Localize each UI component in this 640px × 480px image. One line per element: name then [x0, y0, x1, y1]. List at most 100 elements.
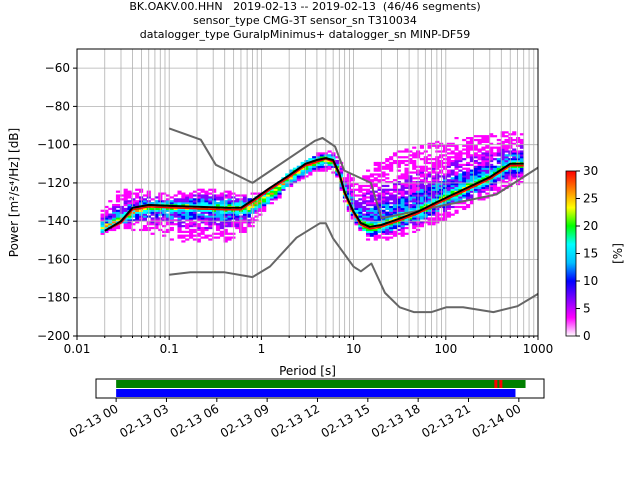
heatmap-cell: [392, 188, 398, 191]
timeline-tick-label: 02-13 12: [268, 401, 322, 440]
heatmap-cell: [196, 238, 201, 241]
heatmap-cell: [446, 158, 451, 161]
heatmap-cell: [408, 219, 413, 222]
heatmap-cell: [192, 215, 198, 218]
heatmap-cell: [135, 213, 140, 216]
heatmap-cell: [392, 152, 398, 155]
heatmap-cell: [358, 225, 363, 228]
heatmap-cell: [169, 211, 174, 214]
heatmap-cell: [192, 202, 198, 205]
heatmap-cell: [423, 159, 428, 163]
heatmap-cell: [123, 221, 128, 224]
heatmap-cell: [439, 165, 444, 168]
timeline-tick-label: 02-13 09: [218, 401, 272, 440]
colorbar-tick-label: 30: [583, 164, 598, 178]
heatmap-cell: [504, 171, 509, 174]
heatmap-cell: [408, 188, 413, 191]
heatmap-cell: [162, 211, 167, 214]
heatmap-cell: [400, 186, 405, 189]
heatmap-cell: [196, 228, 201, 232]
heatmap-cell: [392, 202, 398, 205]
heatmap-cell: [412, 205, 417, 209]
heatmap-cell: [369, 213, 374, 216]
heatmap-cell: [462, 202, 467, 205]
heatmap-cell: [200, 209, 205, 212]
heatmap-cell: [446, 165, 451, 168]
heatmap-cell: [162, 215, 167, 218]
heatmap-cell: [412, 167, 417, 170]
heatmap-cell: [400, 161, 405, 165]
heatmap-cell: [212, 219, 217, 222]
heatmap-cell: [419, 223, 424, 226]
heatmap-cell: [369, 190, 374, 193]
heatmap-cell: [477, 188, 482, 191]
heatmap-cell: [154, 215, 159, 218]
heatmap-cell: [431, 219, 436, 222]
heatmap-cell: [354, 203, 359, 207]
heatmap-cell: [189, 209, 194, 212]
heatmap-cell: [115, 200, 121, 203]
heatmap-cell: [385, 173, 390, 176]
heatmap-cell: [516, 171, 521, 174]
heatmap-cell: [300, 171, 305, 174]
heatmap-cell: [373, 169, 378, 172]
heatmap-cell: [462, 196, 467, 199]
heatmap-cell: [181, 194, 186, 197]
heatmap-cell: [131, 198, 136, 201]
heatmap-cell: [285, 173, 290, 176]
heatmap-cell: [412, 219, 417, 222]
heatmap-cell: [262, 194, 267, 197]
heatmap-cell: [423, 150, 428, 153]
heatmap-cell: [489, 171, 494, 174]
heatmap-cell: [369, 223, 374, 226]
heatmap-cell: [219, 230, 224, 233]
heatmap-cell: [204, 209, 209, 212]
heatmap-cell: [208, 196, 213, 199]
heatmap-cell: [315, 167, 321, 170]
heatmap-cell: [446, 205, 451, 209]
heatmap-cell: [431, 188, 436, 191]
heatmap-cell: [454, 200, 459, 203]
heatmap-cell: [439, 196, 444, 199]
heatmap-cell: [450, 177, 455, 180]
heatmap-cell: [439, 217, 444, 220]
heatmap-cell: [377, 198, 382, 201]
heatmap-cell: [466, 154, 471, 157]
heatmap-cell: [219, 198, 224, 201]
heatmap-cell: [208, 217, 213, 220]
heatmap-cell: [400, 228, 405, 232]
heatmap-cell: [408, 203, 413, 207]
heatmap-cell: [408, 207, 413, 211]
heatmap-cell: [427, 167, 432, 170]
heatmap-cell: [154, 221, 159, 224]
heatmap-cell: [477, 198, 482, 201]
heatmap-cell: [400, 209, 405, 212]
heatmap-cell: [304, 171, 309, 174]
heatmap-cell: [435, 190, 440, 193]
heatmap-cell: [381, 205, 386, 209]
heatmap-cell: [196, 198, 201, 201]
heatmap-cell: [481, 175, 486, 178]
heatmap-cell: [431, 163, 436, 167]
heatmap-cell: [319, 152, 324, 155]
heatmap-cell: [327, 154, 332, 157]
heatmap-cell: [358, 213, 363, 216]
heatmap-cell: [362, 226, 367, 230]
y-tick-label: −100: [37, 138, 70, 152]
heatmap-cell: [339, 173, 344, 176]
heatmap-cell: [327, 167, 332, 170]
heatmap-cell: [127, 221, 132, 224]
heatmap-cell: [427, 188, 432, 191]
heatmap-cell: [154, 200, 159, 203]
heatmap-cell: [277, 196, 282, 199]
heatmap-cell: [246, 205, 251, 209]
heatmap-cell: [223, 194, 228, 197]
heatmap-cell: [485, 158, 490, 161]
heatmap-cell: [389, 158, 394, 161]
heatmap-cell: [504, 177, 509, 180]
heatmap-cell: [112, 215, 117, 218]
heatmap-cell: [223, 202, 228, 205]
heatmap-cell: [377, 194, 382, 197]
heatmap-cell: [466, 161, 471, 165]
